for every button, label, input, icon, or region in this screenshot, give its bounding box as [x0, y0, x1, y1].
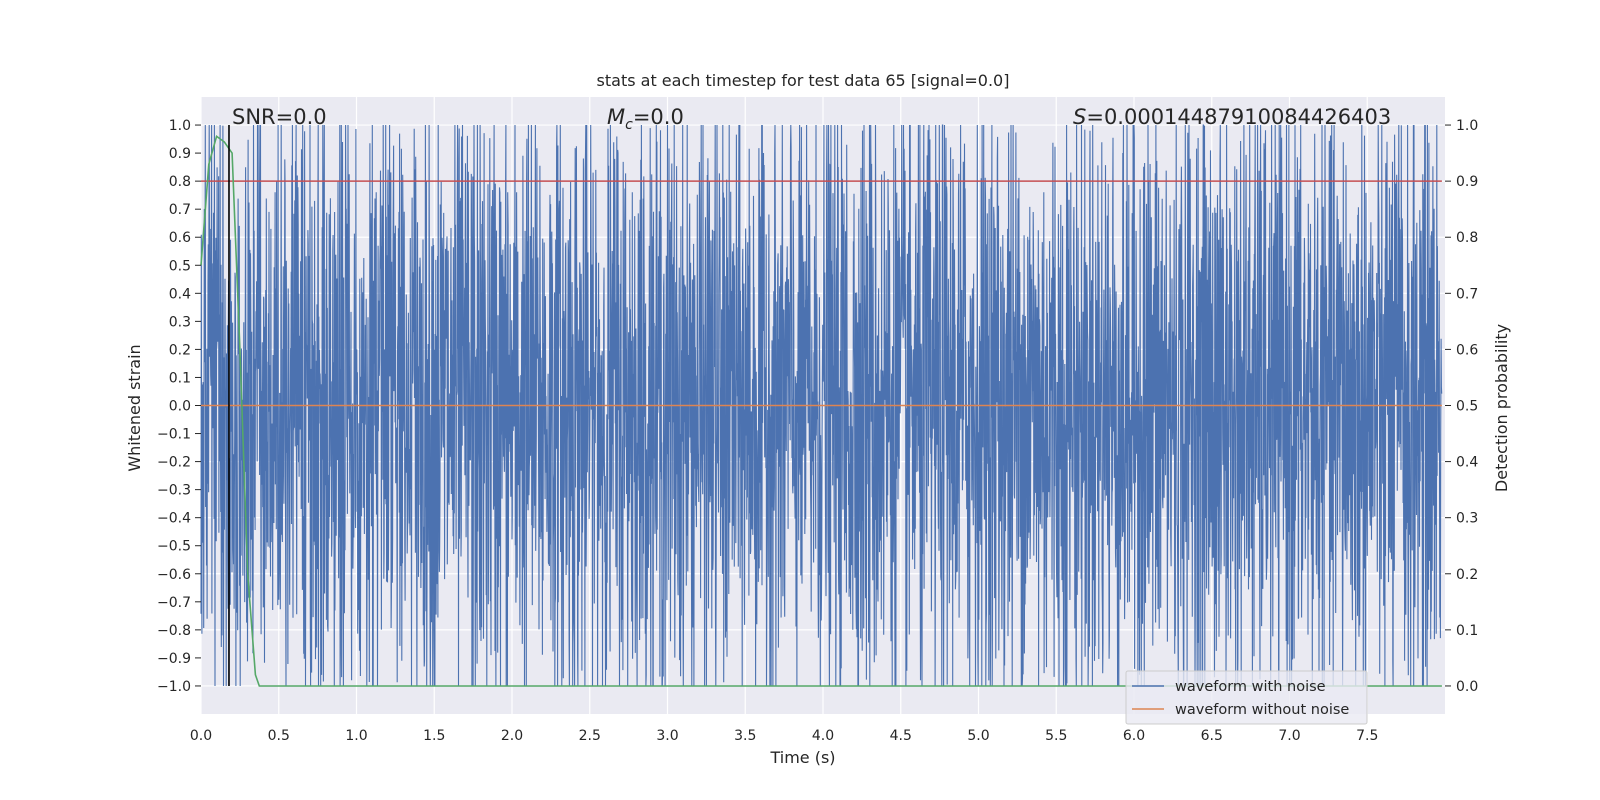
y-axis-right-label: Detection probability	[1492, 324, 1511, 492]
noise-waveform-line	[200, 124, 1443, 687]
y-left-tick-label: −0.1	[157, 427, 191, 443]
y-left-tick-label: 0.5	[169, 258, 191, 274]
y-left-tick-label: −0.5	[157, 539, 191, 555]
y-left-tick-label: −0.6	[157, 567, 191, 583]
chart-title: stats at each timestep for test data 65 …	[597, 71, 1010, 90]
x-tick-label: 1.5	[423, 728, 445, 744]
x-tick-label: 7.5	[1356, 728, 1378, 744]
y-left-tick-label: 0.1	[169, 370, 191, 386]
x-tick-label: 4.5	[890, 728, 912, 744]
y-left-tick-label: −0.7	[157, 595, 191, 611]
y-axis-left-label: Whitened strain	[125, 344, 144, 471]
y-left-tick-label: 0.8	[169, 174, 191, 190]
legend-entry-noise: waveform with noise	[1175, 679, 1326, 695]
y-right-tick-label: 0.6	[1456, 342, 1478, 358]
y-left-tick-label: −0.8	[157, 623, 191, 639]
y-left-tick-label: 0.9	[169, 146, 191, 162]
y-right-tick-label: 0.1	[1456, 623, 1478, 639]
y-right-tick-label: 0.5	[1456, 399, 1478, 415]
mc-symbol: M	[607, 105, 625, 129]
s-value: =0.00014487910084426403	[1086, 105, 1391, 129]
y-right-tick-label: 0.3	[1456, 511, 1478, 527]
mc-value: =0.0	[633, 105, 684, 129]
y-left-tick-label: −0.2	[157, 455, 191, 471]
x-tick-label: 3.5	[734, 728, 756, 744]
x-tick-label: 0.5	[268, 728, 290, 744]
x-tick-label: 3.0	[656, 728, 678, 744]
s-annotation: S=0.00014487910084426403	[1073, 105, 1391, 129]
y-left-tick-label: 0.3	[169, 314, 191, 330]
legend: waveform with noise waveform without noi…	[1125, 670, 1368, 725]
y-left-tick-label: 0.2	[169, 342, 191, 358]
x-tick-label: 1.0	[345, 728, 367, 744]
mc-subscript: c	[625, 117, 633, 133]
y-left-tick-label: −0.4	[157, 511, 191, 527]
y-left-tick-label: −0.9	[157, 651, 191, 667]
series-detection-probability	[200, 125, 1442, 687]
series-waveform-without-noise	[201, 180, 1442, 407]
x-axis-label: Time (s)	[769, 748, 835, 767]
y-left-tick-label: 0.0	[169, 399, 191, 415]
x-tick-label: 7.0	[1278, 728, 1300, 744]
y-left-tick-label: 0.7	[169, 202, 191, 218]
snr-annotation: SNR=0.0	[232, 105, 327, 129]
axis-ticks: 0.0 0.5 1.0 1.5 2.0 2.5 3.0 3.5 4.0 4.5 5.0 5.5 6.0 6…	[157, 118, 1478, 744]
y-right-tick-label: 1.0	[1456, 118, 1478, 134]
y-right-tick-label: 0.2	[1456, 567, 1478, 583]
s-symbol: S	[1073, 105, 1086, 129]
y-right-tick-label: 0.0	[1456, 679, 1478, 695]
legend-box	[1125, 670, 1368, 725]
y-right-tick-label: 0.4	[1456, 455, 1478, 471]
mc-annotation: Mc=0.0	[607, 105, 684, 133]
detection-probability-line	[200, 134, 1442, 687]
series-waveform-with-noise	[200, 124, 1443, 687]
x-tick-label: 2.5	[579, 728, 601, 744]
y-left-tick-label: 1.0	[169, 118, 191, 134]
y-left-tick-label: 0.6	[169, 230, 191, 246]
x-tick-label: 4.0	[812, 728, 834, 744]
y-right-tick-label: 0.9	[1456, 174, 1478, 190]
y-right-tick-label: 0.8	[1456, 230, 1478, 246]
x-tick-label: 2.0	[501, 728, 523, 744]
x-tick-label: 0.0	[190, 728, 212, 744]
x-tick-label: 6.0	[1123, 728, 1145, 744]
x-tick-label: 5.0	[967, 728, 989, 744]
y-right-tick-label: 0.7	[1456, 286, 1478, 302]
x-tick-label: 5.5	[1045, 728, 1067, 744]
y-left-tick-label: 0.4	[169, 286, 191, 302]
y-left-tick-label: −1.0	[157, 679, 191, 695]
y-left-tick-label: −0.3	[157, 483, 191, 499]
x-tick-label: 6.5	[1201, 728, 1223, 744]
legend-entry-clean: waveform without noise	[1175, 702, 1349, 718]
